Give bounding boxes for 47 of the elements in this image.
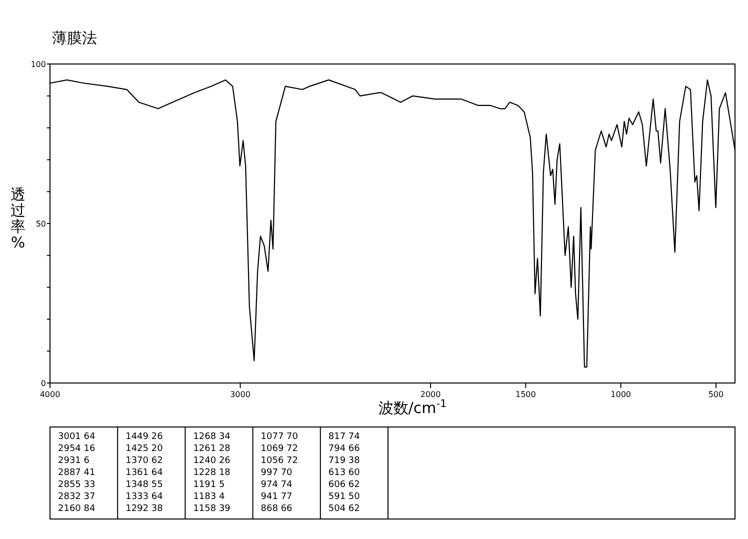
chart-title: 薄膜法	[52, 29, 97, 47]
text: 1348 55	[126, 480, 163, 490]
text: 1449 26	[126, 432, 164, 442]
text: 1069 72	[260, 444, 298, 454]
text: 1158 39	[193, 504, 231, 514]
text: 2832 37	[58, 492, 96, 502]
text: 817 74	[328, 432, 360, 442]
text: 1191 5	[193, 480, 225, 490]
text: 2855 33	[58, 480, 96, 490]
x-axis-title: 波数/cm$^{-1}$	[378, 398, 447, 417]
y-axis-title: 透过率%	[10, 186, 26, 252]
text: 1425 20	[126, 444, 164, 454]
x-tick-label: 4000	[40, 390, 60, 399]
text: 613 60	[328, 468, 360, 478]
y-tick-label: 50	[36, 220, 46, 228]
x-tick-label: 1000	[610, 390, 632, 399]
text: 2887 41	[58, 468, 96, 478]
x-tick-label: 1500	[516, 390, 536, 399]
text: 719 38	[328, 456, 360, 466]
text: 941 77	[260, 492, 292, 502]
text: 1292 38	[126, 504, 164, 514]
text: 868 66	[260, 504, 293, 514]
text: 591 50	[328, 492, 360, 502]
x-tick-label: 500	[708, 390, 724, 399]
y-tick-label: 0	[40, 379, 46, 388]
text: 794 66	[328, 444, 360, 454]
text: 1333 64	[126, 492, 164, 502]
text: 974 74	[260, 480, 293, 490]
text: 1077 70	[260, 432, 298, 442]
text: 1183 4	[193, 492, 225, 502]
text: 1240 26	[193, 456, 231, 466]
text: 1261 28	[193, 444, 231, 454]
text: 606 62	[328, 480, 360, 490]
text: 2954 16	[58, 444, 96, 454]
text: 504 62	[328, 504, 360, 514]
text: 1361 64	[126, 468, 164, 478]
text: 1228 18	[193, 468, 231, 478]
text: 2160 84	[58, 504, 96, 514]
text: 3001 64	[58, 432, 96, 442]
x-tick-label: 3000	[230, 390, 250, 399]
text: 1056 72	[260, 456, 298, 466]
text: 997 70	[260, 468, 293, 478]
text: 1268 34	[193, 432, 231, 442]
y-tick-label: 100	[30, 60, 46, 69]
text: 1370 62	[126, 456, 163, 466]
text: 2931 6	[58, 456, 90, 466]
x-tick-label: 2000	[420, 390, 441, 399]
